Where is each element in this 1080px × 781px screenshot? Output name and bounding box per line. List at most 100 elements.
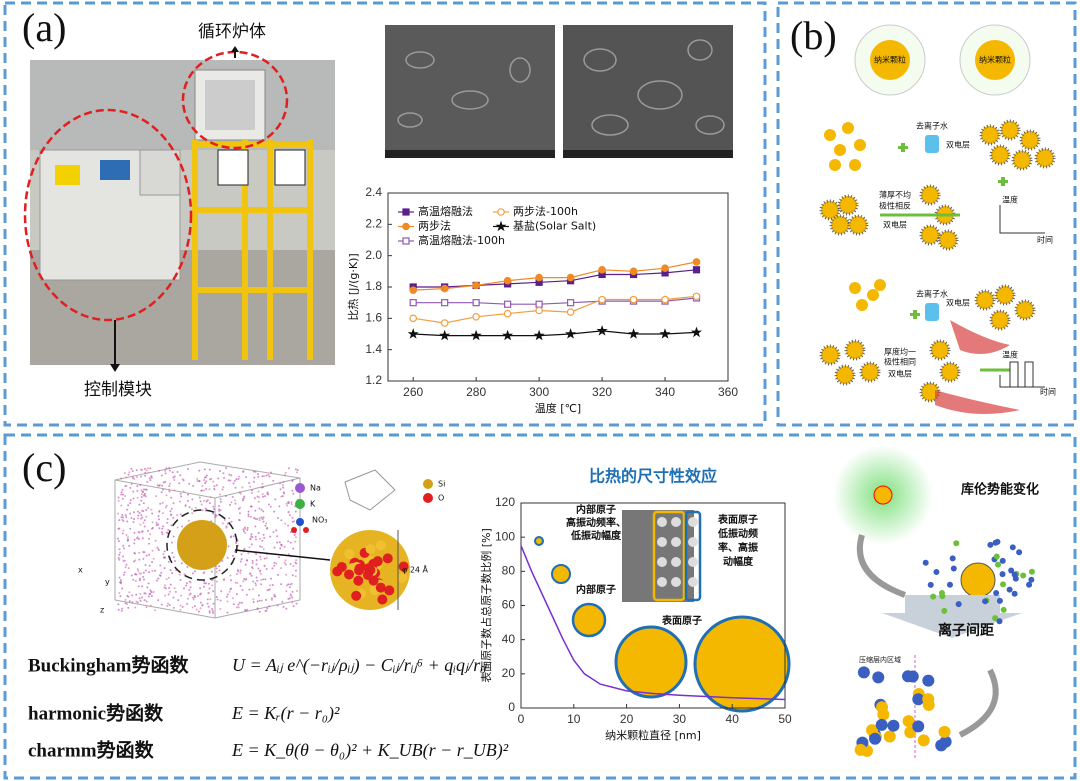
molecule <box>253 497 256 500</box>
molecule <box>283 561 286 564</box>
marker <box>692 266 701 274</box>
annotation: 循环炉体 <box>198 22 266 42</box>
molecule <box>264 578 267 581</box>
molecule <box>173 479 176 482</box>
ion <box>1020 572 1027 579</box>
molecule <box>187 493 190 496</box>
x-tick-label: 300 <box>529 385 549 399</box>
molecule <box>125 563 128 566</box>
x-tick-label: 20 <box>620 712 634 726</box>
molecule <box>196 477 199 480</box>
molecule <box>128 544 131 547</box>
legend-text: NO₃ <box>312 516 328 525</box>
molecule <box>222 486 225 489</box>
molecule <box>247 513 250 516</box>
annotation: 双电层 <box>946 140 970 150</box>
molecule <box>257 500 260 503</box>
molecule <box>124 494 127 497</box>
molecule <box>270 598 273 601</box>
molecule <box>250 543 253 546</box>
molecule <box>192 596 195 599</box>
molecule <box>256 600 259 603</box>
x-tick-label: 40 <box>726 712 740 726</box>
molecule <box>180 495 183 498</box>
molecule <box>207 591 210 594</box>
molecule <box>189 586 192 589</box>
x-axis-label: 温度 [℃] <box>535 401 581 415</box>
molecule <box>262 516 265 519</box>
molecule <box>268 588 271 591</box>
annotation: 率、高振 <box>718 541 758 554</box>
molecule <box>138 572 141 575</box>
molecule <box>131 601 134 604</box>
molecule <box>181 605 184 608</box>
legend-text: O <box>438 494 444 503</box>
x-tick-label: 280 <box>466 385 486 399</box>
molecule <box>276 604 279 607</box>
molecule <box>117 499 120 502</box>
molecule <box>168 587 171 590</box>
molecule <box>239 560 242 563</box>
molecule <box>146 529 149 532</box>
molecule <box>237 606 240 609</box>
molecule <box>273 546 276 549</box>
molecule <box>254 535 257 538</box>
molecule <box>173 489 176 492</box>
molecule <box>152 557 155 560</box>
molecule <box>149 604 152 607</box>
molecule <box>259 572 262 575</box>
marker <box>409 314 417 323</box>
molecule <box>182 479 185 482</box>
molecule <box>162 525 165 528</box>
molecule <box>292 547 295 550</box>
molecule <box>130 482 133 485</box>
molecule <box>209 496 212 499</box>
molecule <box>267 473 270 476</box>
molecule <box>289 583 292 586</box>
molecule <box>128 591 131 594</box>
panel-a-frame <box>3 1 767 427</box>
molecule <box>247 510 250 513</box>
molecule <box>121 497 124 500</box>
molecule <box>125 476 128 479</box>
molecule <box>235 593 238 596</box>
molecule <box>279 488 282 491</box>
annotation: 压缩层内区域 <box>859 655 901 664</box>
molecule <box>201 485 204 488</box>
ion <box>992 615 999 622</box>
molecule <box>251 561 254 564</box>
marker <box>596 325 608 336</box>
molecule <box>245 593 248 596</box>
ion <box>922 559 929 566</box>
annotation: 双电层 <box>888 369 912 379</box>
legend-text: 两步法-100h <box>513 204 578 218</box>
molecule <box>214 513 217 516</box>
molecule <box>117 527 120 530</box>
ion <box>933 568 940 575</box>
annotation: φ 24 Å <box>402 564 429 575</box>
ion <box>946 581 953 588</box>
molecule <box>292 564 295 567</box>
molecule <box>117 540 120 543</box>
molecule <box>275 562 278 565</box>
molecule <box>164 469 167 472</box>
molecule <box>158 518 161 521</box>
molecule <box>168 604 171 607</box>
molecule <box>202 489 205 492</box>
molecule <box>139 468 142 471</box>
molecule <box>251 536 254 539</box>
molecule <box>235 572 238 575</box>
molecule <box>166 605 169 608</box>
molecule <box>240 558 243 561</box>
molecule <box>149 533 152 536</box>
molecule <box>132 578 135 581</box>
molecule <box>218 508 221 511</box>
molecule <box>254 525 257 528</box>
molecule <box>125 516 128 519</box>
molecule <box>244 476 247 479</box>
molecule <box>263 475 266 478</box>
molecule <box>158 527 161 530</box>
molecule <box>207 605 210 608</box>
molecule <box>141 509 144 512</box>
molecule <box>268 475 271 478</box>
